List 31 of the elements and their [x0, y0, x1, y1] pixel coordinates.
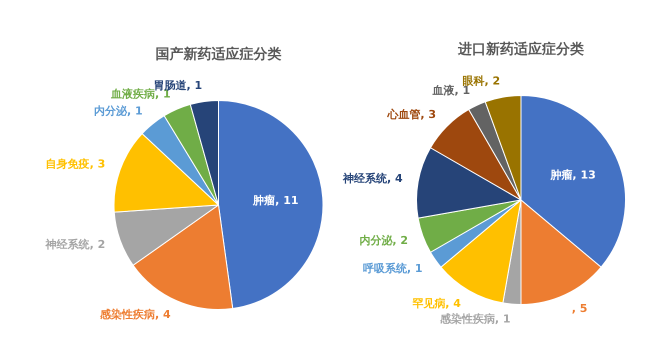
data-label: , 1 — [406, 262, 423, 275]
slice-label: 血液疾病 — [110, 88, 155, 101]
slice-label: 内分泌 — [359, 234, 394, 247]
slice-label: 肿瘤 — [252, 194, 276, 207]
data-label: , 11 — [275, 194, 299, 207]
slice-label: 神经系统 — [342, 172, 388, 185]
data-label: , 2 — [484, 74, 500, 88]
slice-label: 肿瘤 — [549, 168, 572, 182]
slice-label: 感染性疾病 — [438, 312, 495, 326]
data-label: , 2 — [392, 234, 408, 247]
slice-label: 神经系统 — [44, 238, 91, 252]
data-label: , 5 — [572, 302, 588, 315]
slice-label: 血液 — [432, 84, 456, 97]
data-label: , 4 — [445, 296, 462, 310]
slice-label: 感染性疾病 — [98, 308, 155, 322]
slice-label: 呼吸系统 — [362, 262, 408, 275]
data-label: , 1 — [494, 312, 511, 326]
chart-title: 进口新药适应症分类 — [457, 40, 584, 58]
data-label: , 1 — [126, 104, 143, 118]
slice-label: 心血管 — [386, 108, 420, 121]
data-label: , 2 — [90, 238, 106, 252]
data-label: , 3 — [420, 108, 436, 121]
data-label: , 4 — [154, 308, 171, 322]
slice-label: 内分泌 — [94, 104, 128, 118]
chart-title: 国产新药适应症分类 — [156, 46, 282, 63]
data-label: , 4 — [386, 172, 403, 185]
slice-label: 罕见病 — [411, 296, 446, 310]
slice-label: 自身免疫 — [46, 158, 90, 171]
data-label: , 13 — [572, 168, 596, 182]
data-label: , 1 — [186, 78, 202, 92]
data-label: , 3 — [90, 158, 106, 171]
